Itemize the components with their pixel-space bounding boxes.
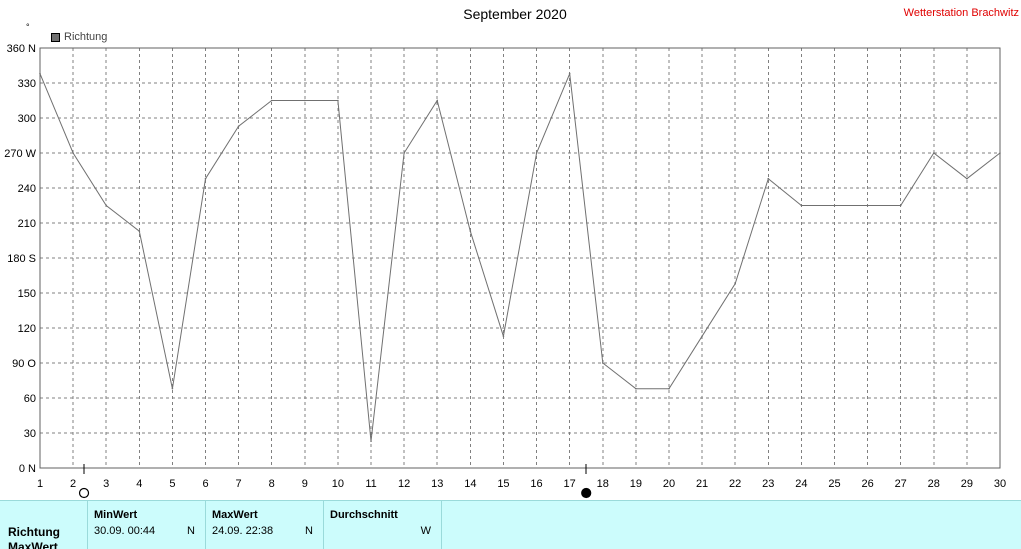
x-tick-label: 4 (136, 478, 142, 490)
x-tick-label: 8 (269, 478, 275, 490)
y-tick-label: 30 (24, 428, 36, 440)
x-tick-label: 19 (630, 478, 642, 490)
x-tick-label: 18 (597, 478, 609, 490)
data-point (403, 152, 405, 154)
data-point (204, 177, 207, 180)
x-tick-label: 13 (431, 478, 443, 490)
x-tick-label: 29 (961, 478, 973, 490)
x-tick-label: 15 (497, 478, 509, 490)
data-point (304, 99, 306, 102)
x-tick-label: 1 (37, 478, 43, 490)
y-tick-label: 90 O (12, 358, 36, 370)
min-direction: N (187, 525, 195, 537)
x-tick-label: 28 (928, 478, 940, 490)
data-point (767, 177, 770, 180)
summary-table: Richtung MaxWert MinWert 30.09. 00:44 N … (0, 500, 1021, 549)
x-tick-label: 21 (696, 478, 708, 490)
legend-label: Richtung (64, 31, 108, 43)
series-line-richtung (39, 71, 1001, 442)
data-point (270, 99, 273, 102)
y-tick-label: 60 (24, 393, 36, 405)
x-tick-label: 10 (332, 478, 344, 490)
data-point (734, 282, 736, 285)
x-tick-label: 25 (828, 478, 840, 490)
row-label-cell: Richtung MaxWert (0, 501, 88, 549)
row-label-maxwert: MaxWert (8, 540, 58, 549)
y-tick-label: 330 (18, 78, 36, 90)
data-point (436, 99, 439, 102)
y-tick-label: 180 S (7, 253, 36, 265)
x-tick-label: 30 (994, 478, 1006, 490)
max-direction: N (305, 525, 313, 537)
y-tick-label: 270 W (4, 148, 36, 160)
plot-frame (39, 47, 1001, 469)
legend: Richtung (51, 31, 107, 43)
max-cell: MaxWert 24.09. 22:38 N (206, 501, 324, 549)
x-tick-label: 2 (70, 478, 76, 490)
x-tick-label: 27 (895, 478, 907, 490)
data-point (999, 152, 1001, 154)
new-moon-icon (581, 487, 592, 499)
y-tick-label: 150 (18, 288, 36, 300)
y-tick-label: 0 N (19, 463, 36, 475)
data-point (833, 204, 836, 207)
avg-cell: Durchschnitt W (324, 501, 442, 549)
x-tick-label: 26 (861, 478, 873, 490)
data-point (635, 387, 637, 390)
x-tick-label: 16 (530, 478, 542, 490)
y-tick-label: 210 (18, 218, 36, 230)
data-point (800, 204, 803, 207)
legend-swatch (51, 32, 60, 42)
max-header: MaxWert (212, 509, 258, 521)
data-point (535, 152, 538, 154)
data-point (337, 99, 339, 102)
data-point (469, 230, 472, 232)
data-point (601, 362, 604, 364)
data-point (171, 387, 174, 390)
y-tick-label: 240 (18, 183, 36, 195)
x-tick-label: 6 (202, 478, 208, 490)
data-point (668, 387, 670, 390)
x-tick-label: 23 (762, 478, 774, 490)
avg-direction: W (420, 525, 431, 537)
x-tick-label: 22 (729, 478, 741, 490)
x-tick-label: 5 (169, 478, 175, 490)
chart-title: September 2020 (463, 6, 567, 22)
data-point (138, 230, 141, 232)
data-point (39, 72, 41, 75)
y-tick-label: 360 N (7, 43, 36, 55)
data-point (899, 204, 902, 207)
data-point (237, 125, 240, 127)
data-point (568, 72, 571, 75)
min-cell: MinWert 30.09. 00:44 N (88, 501, 206, 549)
x-tick-label: 17 (564, 478, 576, 490)
unit-label: ° (26, 22, 30, 32)
data-point (932, 152, 935, 154)
x-tick-label: 9 (302, 478, 308, 490)
data-point (701, 335, 703, 337)
avg-header: Durchschnitt (330, 509, 398, 521)
x-tick-label: 14 (464, 478, 476, 490)
data-point (370, 440, 372, 442)
x-tick-label: 24 (795, 478, 807, 490)
data-point (105, 204, 108, 207)
x-tick-label: 7 (236, 478, 242, 490)
full-moon-icon (78, 487, 90, 499)
row-label-richtung: Richtung (8, 525, 60, 539)
y-tick-label: 300 (18, 113, 36, 125)
x-tick-label: 20 (663, 478, 675, 490)
x-tick-label: 3 (103, 478, 109, 490)
min-date: 30.09. 00:44 (94, 525, 156, 537)
x-tick-label: 11 (365, 478, 376, 490)
min-header: MinWert (94, 509, 138, 521)
data-point (502, 335, 505, 337)
station-name: Wetterstation Brachwitz (903, 7, 1019, 19)
max-date: 24.09. 22:38 (212, 525, 274, 537)
data-point (72, 152, 74, 154)
data-point (866, 204, 869, 207)
x-tick-label: 12 (398, 478, 410, 490)
data-point (966, 177, 968, 180)
y-tick-label: 120 (18, 323, 36, 335)
